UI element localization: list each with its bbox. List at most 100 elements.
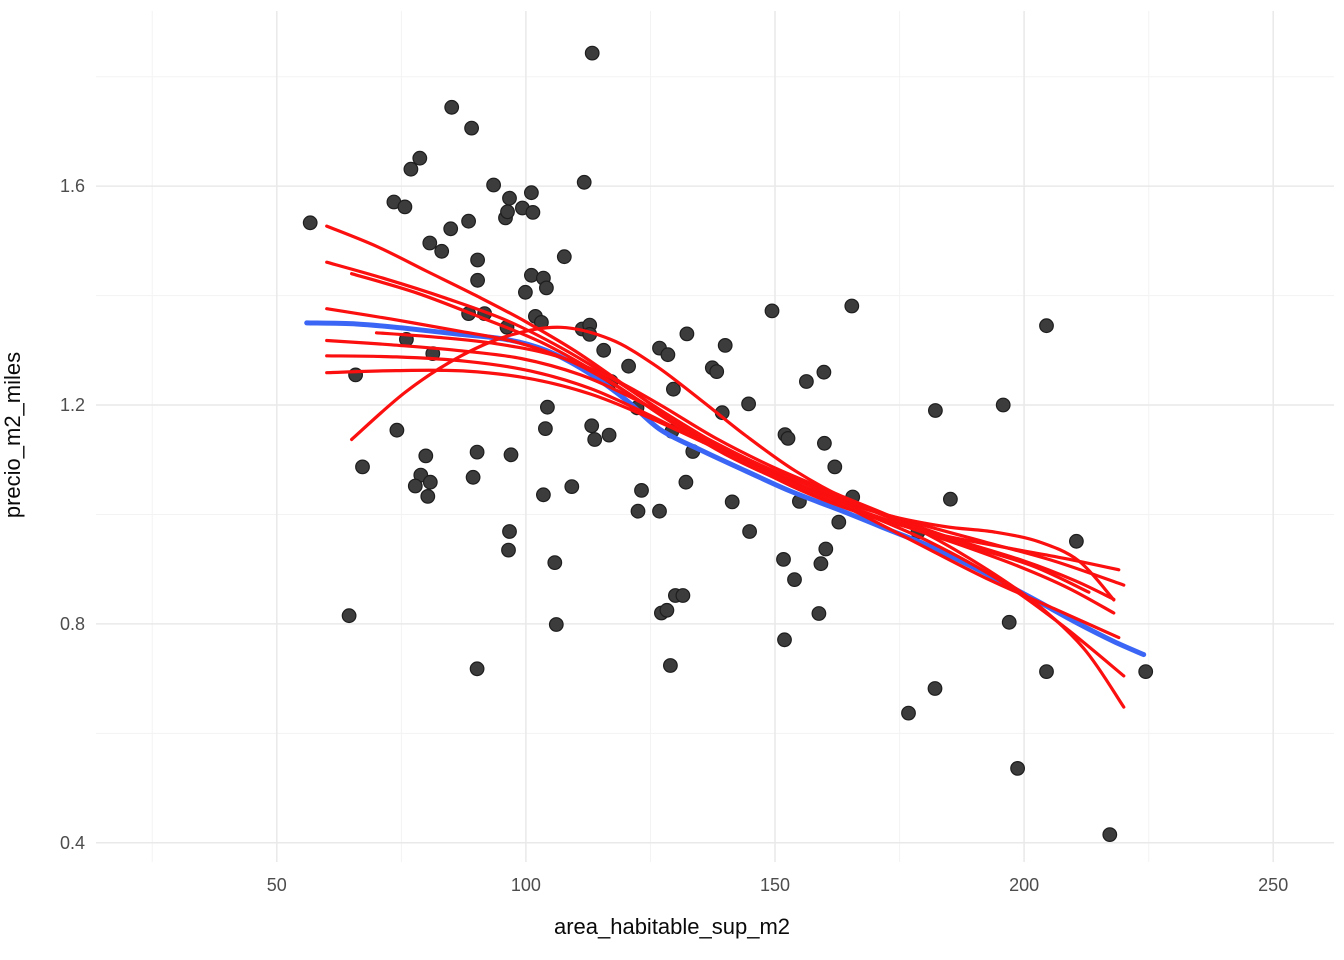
scatter-point	[422, 474, 438, 490]
scatter-point	[787, 572, 802, 587]
scatter-point	[461, 213, 477, 229]
scatter-point	[407, 478, 423, 494]
bootstrap-smooth-line	[325, 338, 1116, 601]
y-tick-label: 1.6	[60, 176, 85, 196]
scatter-point	[724, 494, 740, 510]
scatter-point	[524, 267, 539, 283]
x-tick-label: 150	[760, 875, 790, 895]
scatter-point	[764, 303, 780, 319]
scatter-point	[486, 177, 502, 193]
scatter-point	[652, 503, 667, 519]
scatter-point	[434, 243, 450, 259]
scatter-point	[659, 602, 675, 618]
scatter-point	[660, 347, 676, 363]
scatter-point	[556, 249, 572, 265]
scatter-point	[811, 606, 827, 621]
scatter-point	[1068, 533, 1084, 549]
scatter-point	[817, 435, 832, 451]
scatter-point	[901, 705, 916, 721]
scatter-point	[503, 447, 519, 463]
scatter-point	[464, 120, 480, 136]
scatter-point	[536, 487, 551, 503]
scatter-point	[584, 45, 600, 61]
scatter-point	[601, 427, 617, 443]
scatter-point	[302, 215, 318, 231]
scatter-point	[500, 204, 515, 220]
y-tick-label: 1.2	[60, 395, 85, 415]
scatter-point	[1001, 614, 1017, 630]
scatter-point	[634, 483, 649, 498]
x-axis-title: area_habitable_sup_m2	[553, 914, 791, 939]
scatter-point	[576, 174, 592, 190]
scatter-point	[538, 421, 553, 437]
scatter-point	[470, 252, 486, 268]
scatter-point	[502, 190, 517, 206]
x-tick-label: 200	[1009, 875, 1039, 895]
scatter-point	[502, 524, 517, 539]
scatter-point	[469, 661, 485, 677]
scatter-point	[412, 150, 428, 166]
scatter-point	[422, 235, 438, 251]
scatter-point	[418, 448, 434, 464]
scatter-point	[444, 99, 460, 115]
scatter-point	[564, 479, 580, 495]
bootstrap-smooth-line	[350, 325, 1091, 594]
scatter-point	[742, 524, 757, 539]
scatter-point	[596, 342, 612, 358]
scatter-point	[780, 431, 796, 446]
scatter-point	[818, 541, 834, 557]
scatter-point	[539, 280, 554, 296]
scatter-point	[816, 364, 832, 380]
scatter-point	[1138, 664, 1154, 679]
scatter-point	[717, 338, 733, 353]
scatter-point	[678, 474, 694, 490]
scatter-point	[777, 632, 792, 648]
x-tick-label: 100	[511, 875, 541, 895]
scatter-point	[547, 555, 563, 570]
scatter-point	[799, 374, 814, 389]
x-tick-label: 250	[1258, 875, 1288, 895]
scatter-point	[928, 403, 943, 418]
scatter-point	[709, 364, 725, 380]
scatter-point	[420, 489, 436, 504]
scatter-point	[630, 503, 646, 519]
scatter-point	[584, 418, 600, 434]
y-tick-label: 0.8	[60, 614, 85, 634]
scatter-point	[621, 358, 636, 374]
y-tick-label: 0.4	[60, 833, 85, 853]
scatter-point	[1039, 318, 1054, 334]
scatter-point	[443, 221, 459, 237]
scatter-point	[403, 161, 419, 177]
scatter-point	[666, 381, 681, 397]
scatter-point	[831, 514, 847, 530]
scatter-point	[341, 608, 357, 624]
scatter-point	[741, 396, 756, 412]
scatter-point	[389, 422, 405, 438]
scatter-point	[1010, 761, 1025, 776]
scatter-point	[1039, 664, 1054, 679]
scatter-point	[675, 588, 691, 603]
scatter-point	[827, 459, 843, 475]
scatter-point	[465, 469, 481, 485]
scatter-point	[548, 617, 564, 632]
scatter-point	[355, 459, 370, 475]
scatter-point	[927, 681, 943, 696]
scatter-point	[663, 658, 678, 673]
scatter-point	[943, 491, 958, 507]
y-axis-title: precio_m2_miles	[0, 351, 25, 519]
bootstrap-smooth-line	[325, 368, 1116, 615]
scatter-point	[525, 204, 541, 220]
scatter-point	[1102, 827, 1118, 842]
scatter-point	[470, 272, 486, 288]
bootstrap-smooth-line	[350, 272, 1121, 640]
scatter-point	[679, 326, 695, 342]
scatter-point	[518, 284, 533, 300]
scatter-point	[540, 399, 555, 415]
scatter-point	[524, 185, 539, 201]
scatter-point	[501, 542, 516, 558]
scatter-point	[813, 556, 829, 572]
scatter-point	[397, 199, 413, 215]
scatter-point	[587, 432, 603, 447]
